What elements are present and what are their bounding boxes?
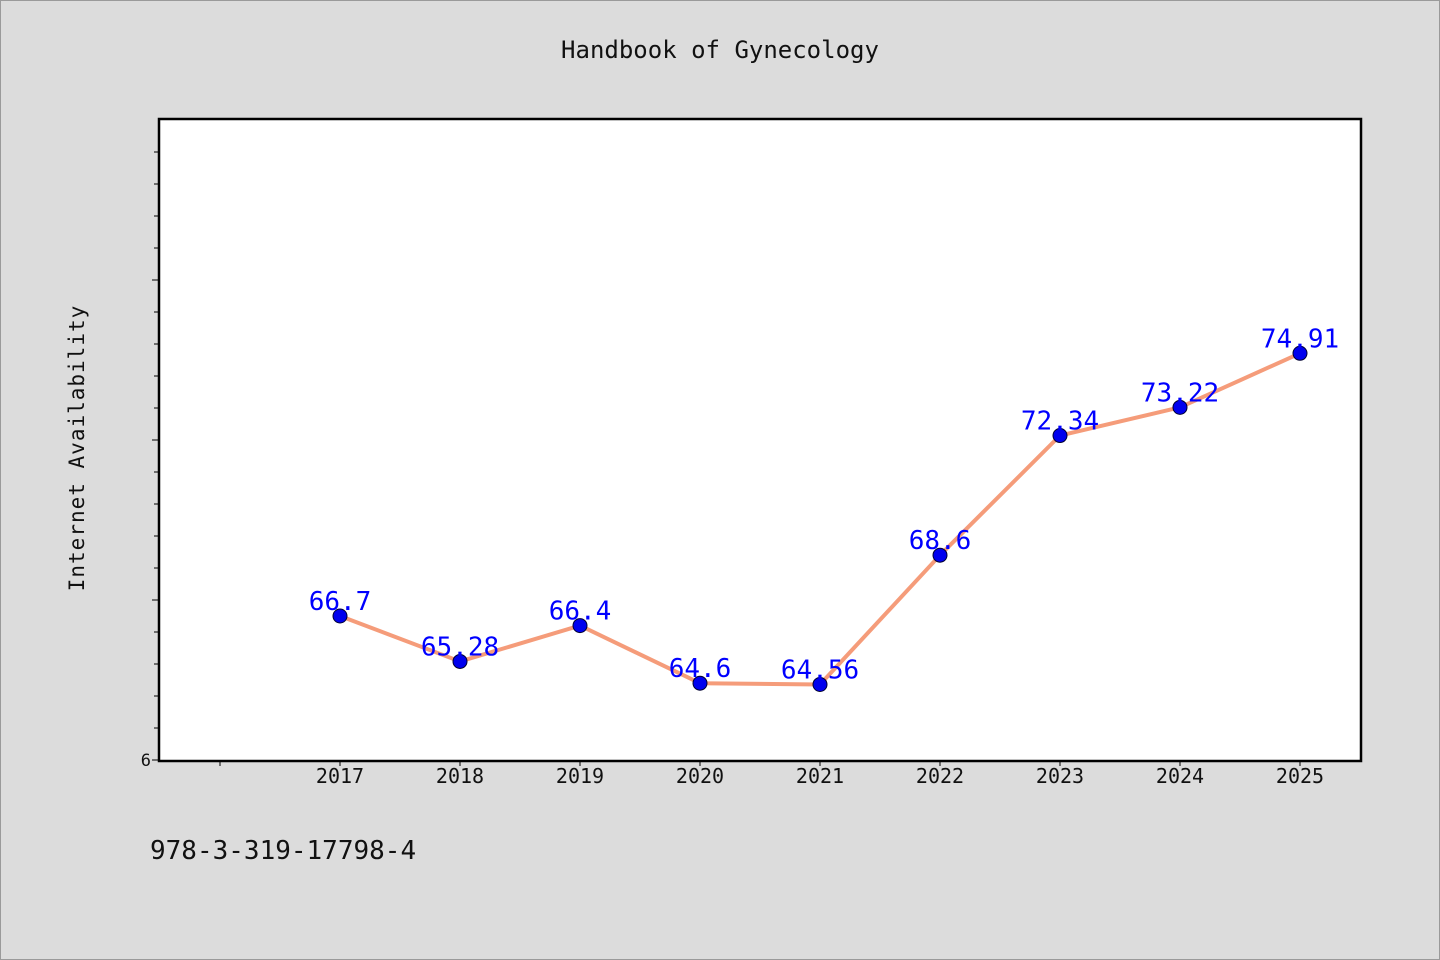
data-point [1292,345,1308,361]
data-markers [332,345,1308,692]
plot-area [157,117,1363,763]
x-tick-label: 2020 [676,764,724,788]
x-tick-label: 2021 [796,764,844,788]
chart-title: Handbook of Gynecology [561,36,879,64]
data-label: 64.6 [669,654,732,684]
data-labels: 66.7 65.28 66.4 64.6 64.56 68.6 72.34 73.22 74.9… [309,324,1339,685]
data-label: 66.4 [549,597,612,627]
data-label: 73.22 [1141,378,1219,408]
data-label: 66.7 [309,587,372,617]
x-tick-label: 2023 [1036,764,1084,788]
x-tick-label: 2018 [436,764,484,788]
x-tick-label: 2019 [556,764,604,788]
data-label: 72.34 [1021,407,1099,437]
data-label: 74.91 [1261,324,1339,354]
data-point [572,618,588,634]
data-label: 68.6 [909,526,972,556]
x-tick-label: 2024 [1156,764,1204,788]
data-point [1172,399,1188,415]
data-point [932,547,948,563]
data-point [1052,428,1068,444]
x-tick-label: 2017 [316,764,364,788]
y-tick-label: 6 [141,751,151,771]
isbn-footnote: 978-3-319-17798-4 [150,836,417,866]
data-point [332,608,348,624]
x-tick-label: 2022 [916,764,964,788]
x-axis-ticks: 2017 2018 2019 2020 2021 2022 2023 2024 2025 [219,760,1324,788]
y-axis-ticks: 6 [141,151,160,771]
data-label: 65.28 [421,632,499,662]
data-point [692,675,708,691]
data-point [452,653,468,669]
data-point [812,676,828,692]
data-label: 64.56 [781,655,859,685]
x-tick-label: 2025 [1276,764,1324,788]
